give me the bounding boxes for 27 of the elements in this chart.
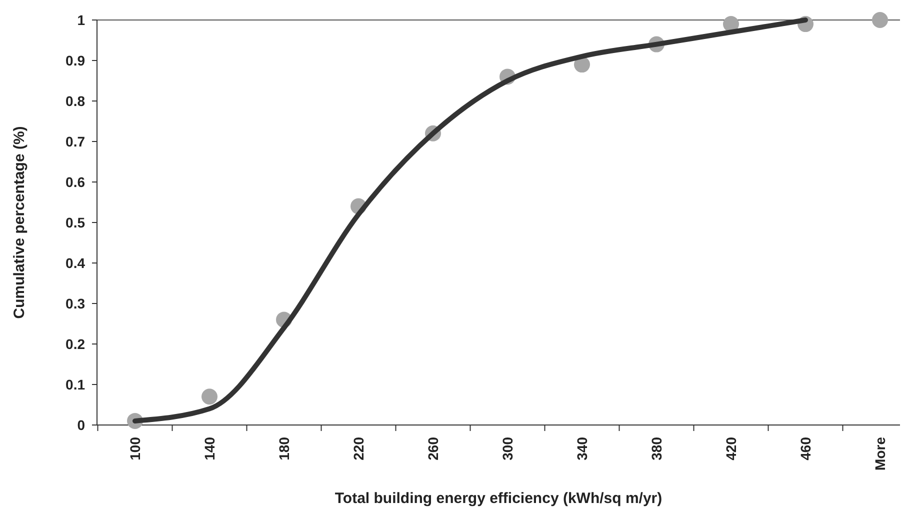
x-tick-label: 180 [276, 436, 292, 460]
y-axis-title: Cumulative percentage (%) [11, 126, 28, 319]
x-tick-label: 420 [722, 436, 739, 460]
x-tick-label: 140 [201, 436, 218, 460]
y-tick-label: 1 [77, 12, 86, 28]
point [872, 12, 888, 28]
x-tick-label: 220 [350, 436, 366, 460]
y-tick-label: 0.7 [66, 133, 86, 150]
x-tick-label: More [872, 436, 888, 470]
x-tick-label: 260 [424, 436, 441, 460]
x-axis-title: Total building energy efficiency (kWh/sq m/yr) [334, 490, 662, 507]
x-tick-label: 100 [126, 436, 143, 460]
point [723, 16, 739, 32]
x-tick-label: 300 [499, 436, 516, 460]
y-tick-label: 0.5 [66, 214, 86, 230]
y-tick-label: 0.3 [66, 295, 86, 312]
y-tick-label: 0.6 [66, 174, 86, 190]
x-tick-label: 460 [797, 436, 814, 460]
x-tick-label: 380 [648, 436, 664, 460]
y-tick-label: 0.2 [66, 336, 86, 352]
y-tick-label: 0.1 [66, 376, 86, 392]
y-tick-label: 0.8 [66, 92, 86, 109]
x-tick-label: 340 [574, 436, 590, 460]
y-tick-label: 0.4 [66, 254, 86, 271]
y-tick-label: 0.9 [66, 52, 86, 68]
y-tick-label: 0 [77, 416, 86, 433]
point [202, 388, 218, 405]
